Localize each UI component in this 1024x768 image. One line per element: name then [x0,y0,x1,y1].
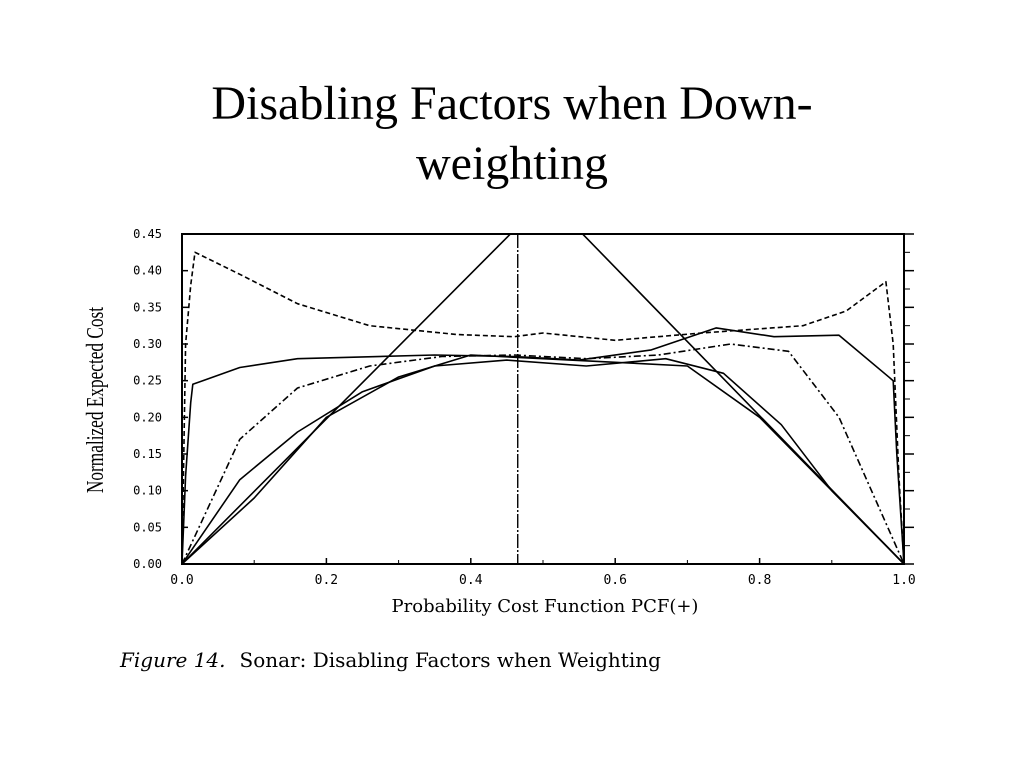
series-line-6 [182,343,904,564]
y-tick-label: 0.35 [133,300,162,314]
slide-title: Disabling Factors when Down- weighting [112,74,912,194]
series-line-5 [182,251,904,564]
caption-text: Sonar: Disabling Factors when Weighting [239,648,661,672]
y-tick-label: 0.05 [133,520,162,534]
series-line-3 [182,357,904,564]
series-line-1 [182,234,904,564]
y-tick-label: 0.20 [133,410,162,424]
series-line-4 [182,354,904,564]
figure-caption: Figure 14. Sonar: Disabling Factors when … [120,648,900,672]
y-tick-label: 0.00 [133,557,162,571]
y-axis-label: Normalized Expected Cost [81,307,109,493]
x-tick-label: 0.6 [603,573,626,588]
y-tick-label: 0.40 [133,264,162,278]
x-tick-label: 0.4 [459,573,483,588]
y-tick-label: 0.25 [133,374,162,388]
figure-label: Figure 14. [120,648,226,672]
x-axis-label: Probability Cost Function PCF(+) [392,596,699,617]
x-tick-label: 0.8 [748,573,771,588]
x-tick-label: 0.2 [315,573,338,588]
y-tick-label: 0.45 [133,227,162,241]
x-tick-label: 0.0 [170,573,193,588]
slide-title-line-2: weighting [416,137,608,190]
y-tick-label: 0.30 [133,337,162,351]
x-tick-label: 1.0 [892,573,915,588]
y-tick-label: 0.10 [133,484,162,498]
y-tick-label: 0.15 [133,447,162,461]
series-group [182,234,904,564]
plot-area-frame [181,233,905,565]
slide-title-line-1: Disabling Factors when Down- [211,77,813,130]
